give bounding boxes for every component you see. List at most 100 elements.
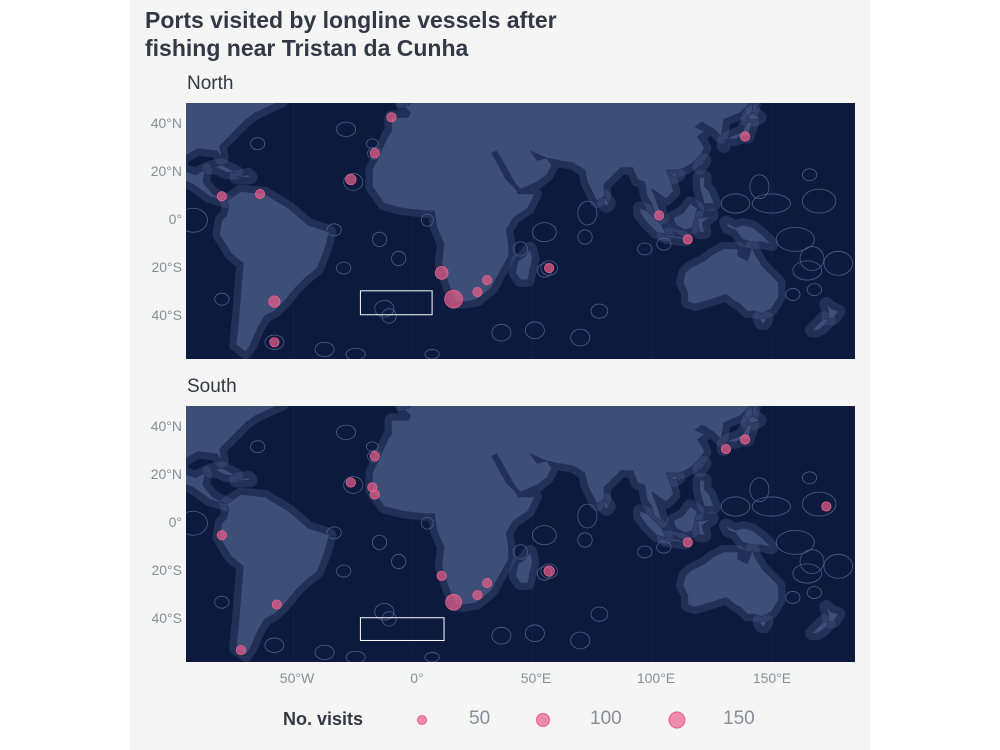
eez-outline — [792, 563, 822, 584]
port-point[interactable] — [740, 131, 751, 142]
port-point[interactable] — [740, 434, 751, 445]
sulawesi — [696, 215, 712, 233]
map-canvas — [186, 406, 855, 662]
sumatra — [639, 510, 667, 538]
eez-outline — [656, 540, 672, 554]
x-tick-100e: 100°E — [636, 670, 676, 686]
y-tick-20n-north: 20°N — [150, 163, 182, 179]
eez-outline — [326, 526, 342, 540]
eez-outline — [491, 323, 512, 342]
sri-lanka — [603, 195, 610, 207]
eez-outline — [799, 549, 825, 574]
eez-outline — [570, 328, 591, 347]
eez-outline — [590, 606, 609, 622]
map-south[interactable] — [186, 406, 855, 662]
port-point[interactable] — [720, 444, 732, 455]
x-tick-0: 0° — [410, 670, 424, 686]
port-point[interactable] — [445, 593, 462, 611]
eez-outline — [775, 530, 815, 555]
borneo — [673, 506, 698, 534]
new-guinea — [725, 222, 772, 245]
south-america — [219, 494, 330, 656]
south-america — [219, 191, 330, 353]
port-point[interactable] — [481, 274, 493, 286]
port-point[interactable] — [821, 501, 832, 512]
x-tick-50w: 50°W — [279, 670, 315, 686]
eez-outline — [345, 347, 366, 359]
eez-outline — [532, 525, 557, 546]
eez-outline — [720, 193, 751, 214]
new-zealand-south — [811, 620, 830, 634]
y-tick-20n-south: 20°N — [150, 466, 182, 482]
eez-outline — [381, 611, 397, 627]
map-north[interactable] — [186, 103, 855, 359]
eez-outline — [186, 207, 208, 233]
port-point[interactable] — [682, 537, 693, 548]
port-point[interactable] — [386, 112, 397, 123]
port-point[interactable] — [434, 266, 449, 280]
hokkaido — [747, 112, 760, 121]
port-point[interactable] — [369, 148, 380, 159]
eez-outline — [577, 532, 593, 548]
eez-outline — [637, 242, 653, 256]
eez-outline — [314, 644, 335, 661]
port-point[interactable] — [255, 188, 266, 199]
eez-outline — [371, 534, 388, 550]
port-point[interactable] — [544, 263, 555, 274]
eez-outline — [365, 441, 379, 452]
port-point[interactable] — [472, 589, 483, 601]
y-tick-0-north: 0° — [168, 211, 182, 227]
legend-symbol-50 — [417, 715, 427, 725]
hainan — [670, 475, 679, 481]
x-tick-50e: 50°E — [520, 670, 552, 686]
eez-outline — [250, 137, 266, 151]
taiwan — [699, 160, 705, 168]
eez-outline — [799, 246, 825, 271]
y-tick-40n-south: 40°N — [150, 418, 182, 434]
port-point[interactable] — [369, 451, 380, 462]
port-point[interactable] — [271, 599, 282, 610]
cuba — [209, 467, 237, 476]
new-zealand-south — [811, 317, 830, 331]
x-tick-150e: 150°E — [752, 670, 792, 686]
eez-outline — [336, 424, 357, 440]
port-point[interactable] — [444, 289, 463, 309]
port-point[interactable] — [269, 337, 280, 348]
port-point[interactable] — [682, 234, 693, 245]
hispaniola — [235, 174, 251, 178]
japan — [723, 424, 753, 450]
fishing-area-box — [359, 290, 433, 316]
eez-outline — [524, 624, 545, 643]
eez-outline — [806, 586, 822, 599]
title-line-2: fishing near Tristan da Cunha — [145, 35, 469, 61]
y-tick-20s-north: 20°S — [151, 259, 182, 275]
port-point[interactable] — [472, 286, 483, 298]
port-point[interactable] — [481, 577, 493, 589]
map-canvas — [186, 103, 855, 359]
eez-outline — [186, 510, 208, 536]
port-point[interactable] — [235, 644, 247, 656]
port-point[interactable] — [216, 191, 227, 202]
facet-label-north: North — [187, 73, 234, 94]
port-point[interactable] — [543, 565, 555, 577]
title-line-1: Ports visited by longline vessels after — [145, 7, 557, 33]
port-point[interactable] — [268, 295, 281, 308]
port-point[interactable] — [654, 210, 665, 221]
eez-outline — [381, 308, 397, 324]
port-point[interactable] — [216, 530, 227, 541]
madagascar — [515, 551, 533, 584]
legend-circle-100 — [536, 713, 550, 727]
eez-outline — [345, 650, 366, 662]
madagascar — [515, 248, 533, 281]
port-point[interactable] — [345, 173, 357, 186]
hokkaido — [747, 415, 760, 424]
eez-outline — [751, 193, 791, 214]
port-point[interactable] — [345, 477, 356, 488]
sulawesi — [696, 518, 712, 536]
port-point[interactable] — [436, 570, 447, 581]
land-layer — [186, 103, 839, 353]
hispaniola — [235, 477, 251, 481]
eez-outline — [420, 516, 434, 530]
philippines — [699, 479, 715, 507]
port-point[interactable] — [369, 489, 380, 500]
